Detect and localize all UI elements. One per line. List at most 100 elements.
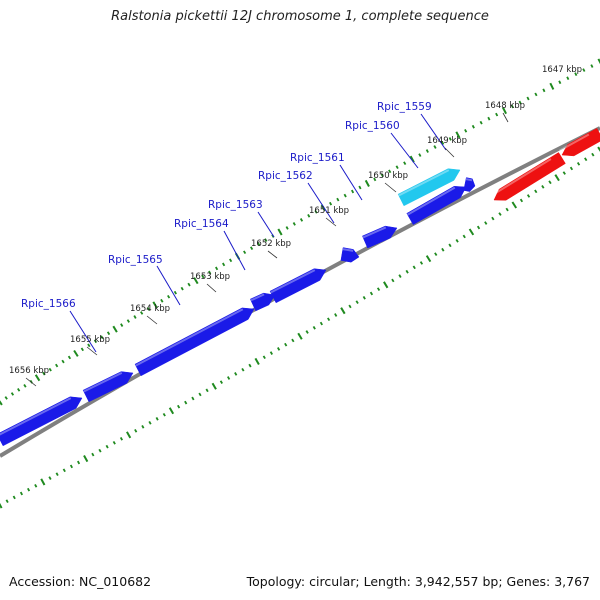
tick-mark [541, 185, 545, 189]
tick-mark [42, 371, 46, 376]
tick-mark [234, 372, 238, 376]
gene-track [0, 127, 600, 447]
tick-mark [98, 448, 102, 453]
inner-tick-ring [0, 146, 600, 509]
tick-mark [312, 325, 316, 330]
tick-mark [184, 400, 188, 405]
tick-mark [468, 228, 475, 236]
tick-mark [80, 347, 84, 352]
tick-mark [448, 137, 452, 141]
tick-mark [0, 400, 3, 406]
tick-mark [455, 239, 459, 243]
gene-arrow [82, 371, 134, 403]
tick-mark [152, 301, 158, 309]
tick-mark [334, 313, 338, 317]
tick-mark [314, 209, 318, 214]
gene-arrow [0, 396, 83, 447]
tick-mark [87, 343, 91, 348]
tick-mark [168, 407, 175, 415]
tick-mark [292, 222, 296, 226]
tick-mark [391, 278, 395, 283]
tick-mark [534, 92, 538, 97]
tick-mark [215, 266, 219, 271]
tick-mark [484, 221, 488, 225]
tick-mark [112, 440, 116, 445]
tick-mark [112, 325, 118, 333]
tick-mark [5, 499, 9, 504]
tick-mark [299, 218, 304, 222]
tick-mark [291, 338, 295, 343]
tick-mark [140, 311, 144, 315]
tick-mark [17, 388, 21, 392]
kbp-label: 1648 kbp [485, 101, 525, 111]
gene-leader-line [420, 113, 447, 151]
kbp-label: 1653 kbp [190, 272, 230, 282]
tick-mark [120, 323, 124, 327]
tick-mark [19, 491, 23, 496]
tick-mark [141, 424, 145, 429]
tick-mark [597, 146, 600, 152]
tick-mark [582, 68, 586, 72]
tick-mark [187, 282, 191, 287]
tick-mark [502, 107, 507, 115]
gene-arrow-bevel [270, 269, 316, 294]
tick-mark [455, 131, 461, 139]
gene-arrow [249, 292, 276, 312]
tick-mark [297, 332, 303, 340]
tick-mark [376, 287, 381, 291]
topology-summary: Topology: circular; Length: 3,942,557 bp… [246, 574, 590, 589]
tick-mark [229, 258, 233, 263]
tick-mark [180, 286, 184, 291]
gene-arrow-bevel [362, 226, 387, 239]
tick-mark [526, 96, 530, 101]
tick-mark [412, 265, 416, 270]
tick-mark [34, 483, 38, 488]
tick-mark [77, 460, 81, 465]
kbp-label: 1655 kbp [70, 335, 110, 345]
tick-mark [105, 444, 109, 449]
tick-mark [358, 185, 362, 190]
kbp-connector [502, 112, 509, 123]
tick-mark [160, 298, 164, 303]
tick-mark [491, 216, 495, 221]
tick-mark [146, 307, 150, 311]
tick-mark [340, 307, 346, 315]
tick-mark [119, 436, 123, 441]
gene-label: Rpic_1564 [174, 218, 229, 230]
tick-mark [327, 317, 331, 322]
tick-mark [505, 207, 509, 212]
tick-mark [126, 431, 132, 439]
gene-label: Rpic_1565 [108, 254, 163, 266]
kbp-connector [267, 250, 278, 259]
tick-mark [155, 416, 159, 421]
tick-mark [177, 404, 181, 409]
tick-mark [285, 226, 289, 230]
tick-mark [419, 261, 424, 265]
tick-mark [55, 363, 59, 368]
gene-label: Rpic_1566 [21, 298, 76, 310]
tick-mark [542, 88, 546, 93]
tick-mark [23, 384, 27, 388]
gene-arrow-reverse [561, 127, 600, 157]
kbp-connector [325, 217, 337, 227]
tick-mark [343, 193, 347, 198]
tick-mark [55, 472, 59, 477]
tick-mark [448, 243, 452, 248]
tick-mark [434, 252, 438, 256]
tick-mark [351, 189, 355, 194]
tick-mark [34, 374, 41, 382]
gene-arrow-bevel [342, 248, 354, 252]
tick-mark [62, 468, 66, 473]
tick-mark [479, 120, 483, 125]
tick-mark [83, 455, 89, 463]
tick-mark [355, 300, 359, 304]
kbp-connector [86, 346, 98, 356]
kbp-connector [206, 283, 217, 293]
tick-mark [106, 331, 111, 336]
tick-mark [67, 355, 72, 360]
tick-mark [511, 201, 518, 209]
gene-leader-line [339, 164, 363, 201]
tick-mark [526, 194, 531, 198]
gene-arrow-reverse [493, 152, 566, 201]
kbp-connector [146, 315, 158, 325]
